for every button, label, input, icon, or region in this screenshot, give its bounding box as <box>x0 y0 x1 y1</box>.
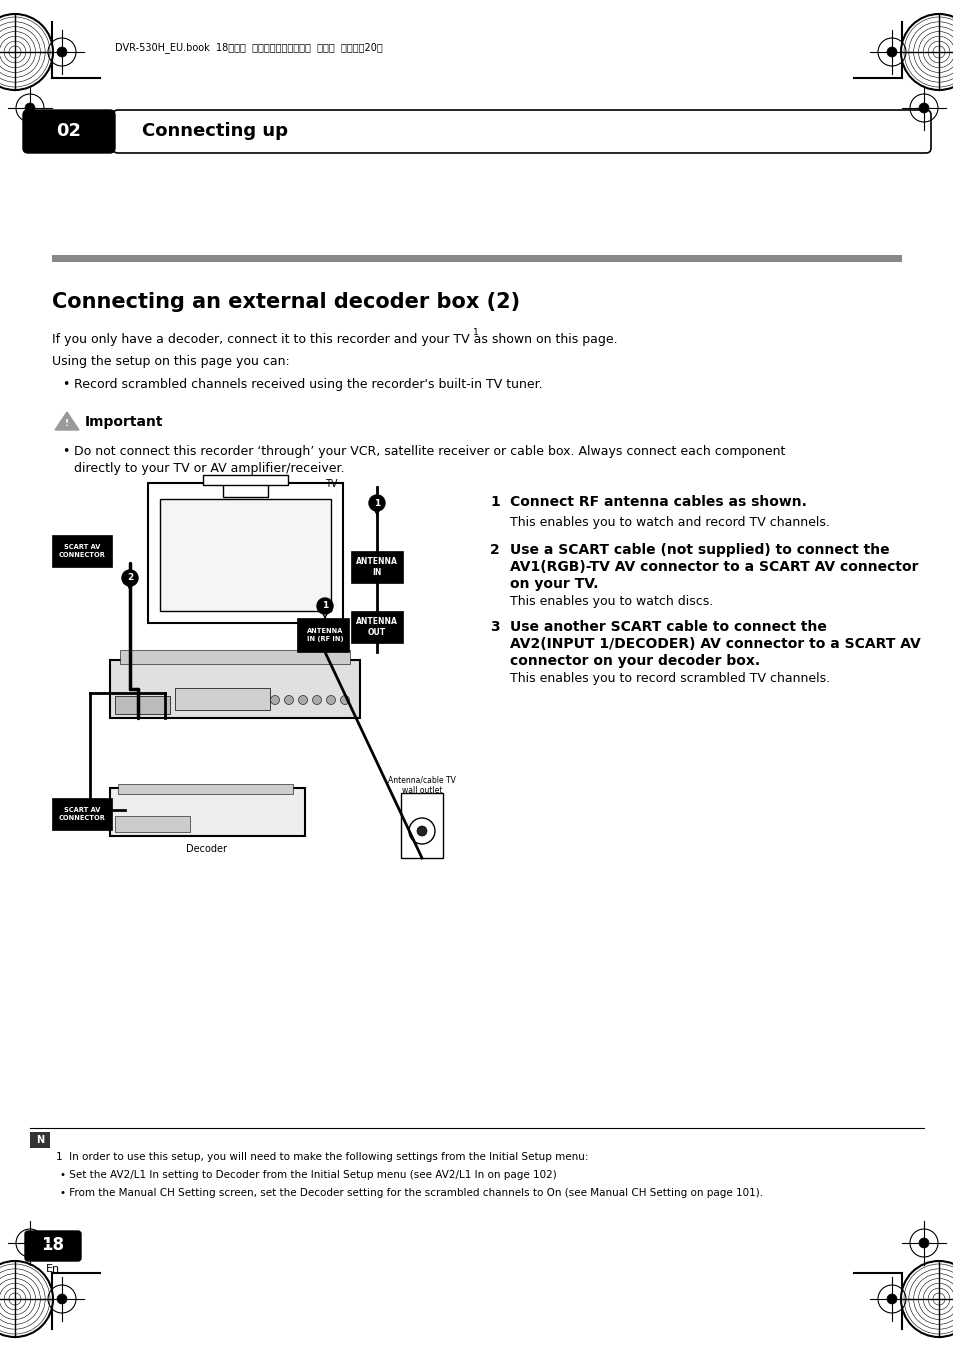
FancyBboxPatch shape <box>23 109 115 153</box>
Circle shape <box>57 1294 67 1304</box>
Circle shape <box>271 696 279 704</box>
Text: 18: 18 <box>42 1236 65 1254</box>
Text: •: • <box>62 444 70 458</box>
Circle shape <box>298 696 307 704</box>
Text: Connecting up: Connecting up <box>142 122 288 141</box>
Text: Using the setup on this page you can:: Using the setup on this page you can: <box>52 355 290 367</box>
Bar <box>148 484 343 623</box>
Circle shape <box>918 1238 928 1248</box>
Text: 1: 1 <box>490 494 499 509</box>
Circle shape <box>886 47 896 57</box>
Text: Important: Important <box>85 415 163 430</box>
Text: Connecting an external decoder box (2): Connecting an external decoder box (2) <box>52 292 519 312</box>
Text: on your TV.: on your TV. <box>510 577 598 590</box>
Bar <box>203 476 288 485</box>
Bar <box>120 650 350 663</box>
Text: ANTENNA
IN (RF IN): ANTENNA IN (RF IN) <box>306 628 343 642</box>
Bar <box>52 535 112 567</box>
Bar <box>174 688 270 711</box>
Circle shape <box>340 696 349 704</box>
Text: Use a SCART cable (not supplied) to connect the: Use a SCART cable (not supplied) to conn… <box>510 543 889 557</box>
Bar <box>52 255 901 262</box>
Text: 1  In order to use this setup, you will need to make the following settings from: 1 In order to use this setup, you will n… <box>56 1152 588 1162</box>
Text: •: • <box>62 378 70 390</box>
Circle shape <box>326 696 335 704</box>
Circle shape <box>409 817 435 844</box>
Polygon shape <box>55 412 79 430</box>
Text: This enables you to watch and record TV channels.: This enables you to watch and record TV … <box>510 516 829 530</box>
Text: 1: 1 <box>374 499 379 508</box>
Text: directly to your TV or AV amplifier/receiver.: directly to your TV or AV amplifier/rece… <box>74 462 344 476</box>
Circle shape <box>25 103 35 113</box>
Circle shape <box>0 14 53 91</box>
Text: Use another SCART cable to connect the: Use another SCART cable to connect the <box>510 620 826 634</box>
Bar <box>52 798 112 830</box>
Text: !: ! <box>65 420 69 428</box>
Text: DVR-530H_EU.book  18ページ  ２００５年２月１４日  月曜日  午後２時20分: DVR-530H_EU.book 18ページ ２００５年２月１４日 月曜日 午後… <box>115 42 382 54</box>
Bar <box>296 617 349 653</box>
Circle shape <box>918 103 928 113</box>
Text: 1: 1 <box>321 601 328 611</box>
Text: 3: 3 <box>490 620 499 634</box>
Text: 2: 2 <box>490 543 499 557</box>
Bar <box>400 793 442 858</box>
Circle shape <box>369 494 385 511</box>
Text: Record scrambled channels received using the recorder's built-in TV tuner.: Record scrambled channels received using… <box>74 378 542 390</box>
Text: Do not connect this recorder ‘through’ your VCR, satellite receiver or cable box: Do not connect this recorder ‘through’ y… <box>74 444 784 458</box>
Bar <box>30 1132 50 1148</box>
Text: AV2(INPUT 1/DECODER) AV connector to a SCART AV: AV2(INPUT 1/DECODER) AV connector to a S… <box>510 638 920 651</box>
Circle shape <box>25 1238 35 1248</box>
Bar <box>110 661 359 717</box>
Text: 1: 1 <box>473 328 478 336</box>
Text: ANTENNA
IN: ANTENNA IN <box>355 557 397 577</box>
Text: SCART AV
CONNECTOR: SCART AV CONNECTOR <box>58 808 106 821</box>
Text: 2: 2 <box>127 574 133 582</box>
Circle shape <box>900 1260 953 1337</box>
Text: This enables you to watch discs.: This enables you to watch discs. <box>510 594 713 608</box>
Text: If you only have a decoder, connect it to this recorder and your TV as shown on : If you only have a decoder, connect it t… <box>52 332 617 346</box>
Bar <box>115 816 190 832</box>
Text: This enables you to record scrambled TV channels.: This enables you to record scrambled TV … <box>510 671 829 685</box>
Circle shape <box>284 696 294 704</box>
Text: ANTENNA
OUT: ANTENNA OUT <box>355 617 397 638</box>
Bar <box>160 499 331 611</box>
Circle shape <box>57 47 67 57</box>
Bar <box>351 611 402 643</box>
Circle shape <box>416 825 427 836</box>
Circle shape <box>0 1260 53 1337</box>
FancyBboxPatch shape <box>112 109 930 153</box>
Bar <box>351 551 402 584</box>
Text: • Set the AV2/L1 In setting to Decoder from the Initial Setup menu (see AV2/L1 I: • Set the AV2/L1 In setting to Decoder f… <box>60 1170 557 1179</box>
Text: AV1(RGB)-TV AV connector to a SCART AV connector: AV1(RGB)-TV AV connector to a SCART AV c… <box>510 561 918 574</box>
Bar <box>118 784 293 794</box>
Text: Antenna/cable TV
wall outlet: Antenna/cable TV wall outlet <box>388 775 456 794</box>
Text: • From the Manual CH Setting screen, set the Decoder setting for the scrambled c: • From the Manual CH Setting screen, set… <box>60 1188 762 1198</box>
Circle shape <box>900 14 953 91</box>
Circle shape <box>122 570 138 586</box>
Text: SCART AV
CONNECTOR: SCART AV CONNECTOR <box>58 544 106 558</box>
Text: N: N <box>36 1135 44 1146</box>
Text: connector on your decoder box.: connector on your decoder box. <box>510 654 760 667</box>
Bar <box>110 788 305 836</box>
Text: Connect RF antenna cables as shown.: Connect RF antenna cables as shown. <box>510 494 806 509</box>
Circle shape <box>886 1294 896 1304</box>
Text: En: En <box>46 1265 60 1274</box>
Text: Decoder: Decoder <box>186 844 227 854</box>
Text: TV: TV <box>325 480 337 489</box>
Circle shape <box>316 598 333 613</box>
Bar <box>115 696 170 713</box>
Bar <box>223 484 268 497</box>
Text: 02: 02 <box>56 122 81 141</box>
FancyBboxPatch shape <box>25 1231 81 1260</box>
Circle shape <box>313 696 321 704</box>
